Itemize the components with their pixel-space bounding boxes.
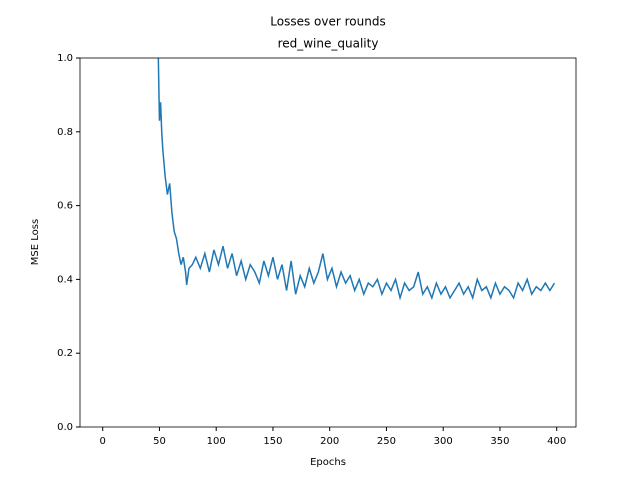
y-tick-label: 0.4 xyxy=(57,274,73,285)
x-tick-label: 300 xyxy=(434,436,453,447)
y-tick-label: 0.2 xyxy=(57,348,73,359)
y-axis-label: MSE Loss xyxy=(30,219,41,265)
x-tick-label: 400 xyxy=(547,436,566,447)
y-tick-label: 0.0 xyxy=(57,422,73,433)
plot-frame xyxy=(79,57,577,428)
x-tick-label: 350 xyxy=(490,436,509,447)
chart-title: Losses over rounds xyxy=(270,15,385,29)
x-tick-label: 100 xyxy=(207,436,226,447)
x-tick-label: 250 xyxy=(377,436,396,447)
x-tick-label: 0 xyxy=(100,436,106,447)
x-tick-label: 200 xyxy=(320,436,339,447)
x-tick-label: 150 xyxy=(263,436,282,447)
y-tick-label: 0.6 xyxy=(57,201,73,212)
y-tick-label: 0.8 xyxy=(57,127,73,138)
chart-subtitle: red_wine_quality xyxy=(278,37,379,51)
y-tick-label: 1.0 xyxy=(57,53,73,64)
x-tick-label: 50 xyxy=(153,436,166,447)
x-axis-label: Epochs xyxy=(310,457,346,468)
loss-line xyxy=(157,58,556,301)
